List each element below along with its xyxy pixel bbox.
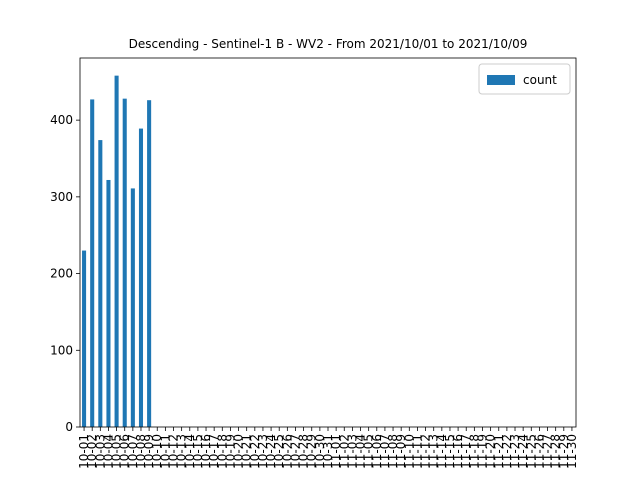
x-tick-label: 11-20 [484,434,498,469]
x-tick-label: 10-29 [305,434,319,469]
x-tick-label: 11-13 [427,434,441,469]
x-tick-label: 11-10 [402,434,416,469]
y-tick-label: 0 [65,420,73,434]
x-tick-label: 11-09 [394,434,408,469]
x-tick-label: 11-27 [541,434,555,469]
x-tick-label: 11-06 [370,434,384,469]
x-tick-label: 10-04 [101,434,115,469]
chart-title: Descending - Sentinel-1 B - WV2 - From 2… [129,37,528,51]
x-tick-label: 11-14 [435,434,449,469]
bar [82,250,87,427]
bar [98,140,103,427]
bar [122,98,127,427]
x-tick-label: 10-14 [183,434,197,469]
x-tick-label: 11-03 [345,434,359,469]
x-tick-label: 11-15 [443,434,457,469]
x-tick-label: 11-07 [378,434,392,469]
legend-swatch [487,75,515,85]
x-tick-label: 11-25 [524,434,538,469]
x-tick-label: 10-19 [223,434,237,469]
x-tick-label: 10-21 [240,434,254,469]
x-tick-label: 10-06 [118,434,132,469]
x-tick-label: 11-22 [500,434,514,469]
x-tick-label: 10-23 [256,434,270,469]
x-tick-label: 11-18 [467,434,481,469]
x-tick-label: 11-02 [337,434,351,469]
legend: count [478,63,571,95]
x-tick-label: 10-27 [288,434,302,469]
x-tick-label: 10-30 [313,434,327,469]
x-tick-label: 10-07 [126,434,140,469]
bar [106,179,111,427]
x-tick-label: 10-09 [142,434,156,469]
x-tick-label: 10-26 [280,434,294,469]
x-tick-label: 11-28 [549,434,563,469]
y-tick-label: 100 [50,343,73,357]
x-tick-label: 10-03 [93,434,107,469]
x-tick-label: 11-23 [508,434,522,469]
x-tick-label: 11-19 [475,434,489,469]
x-tick-label: 10-18 [215,434,229,469]
x-tick-label: 10-01 [77,434,91,469]
x-tick-label: 11-21 [492,434,506,469]
x-tick-label: 11-26 [532,434,546,469]
x-tick-label: 11-17 [459,434,473,469]
x-tick-label: 10-15 [191,434,205,469]
x-tick-label: 10-31 [321,434,335,469]
x-tick-label: 10-22 [248,434,262,469]
x-tick-label: 10-05 [110,434,124,469]
x-tick-label: 10-17 [207,434,221,469]
x-tick-label: 11-12 [419,434,433,469]
bar [138,128,144,428]
y-tick-label: 400 [50,113,73,127]
bar [90,99,95,427]
y-tick-label: 300 [50,190,73,204]
legend-label: count [523,73,557,87]
x-tick-label: 10-25 [272,434,286,469]
x-tick-label: 10-02 [85,434,99,469]
x-tick-label: 11-01 [329,434,343,469]
x-tick-label: 11-30 [565,434,579,469]
x-tick-label: 11-16 [451,434,465,469]
x-tick-label: 11-29 [557,434,571,469]
x-tick-label: 10-20 [232,434,246,469]
x-tick-label: 10-13 [175,434,189,469]
y-tick-label: 200 [50,267,73,281]
x-tick-label: 11-08 [386,434,400,469]
x-tick-label: 11-04 [354,434,368,469]
x-tick-label: 10-12 [167,434,181,469]
x-tick-label: 10-28 [297,434,311,469]
x-tick-label: 10-11 [158,434,172,469]
x-tick-label: 10-10 [150,434,164,469]
x-tick-label: 10-24 [264,434,278,469]
x-tick-label: 10-08 [134,434,148,469]
bar [114,75,119,427]
bar [130,188,135,427]
x-tick-label: 11-24 [516,434,530,469]
bar [147,100,152,427]
x-tick-label: 11-05 [362,434,376,469]
x-tick-label: 11-11 [410,434,424,469]
plot-frame [79,57,577,428]
legend-frame [478,63,571,95]
x-tick-label: 10-16 [199,434,213,469]
